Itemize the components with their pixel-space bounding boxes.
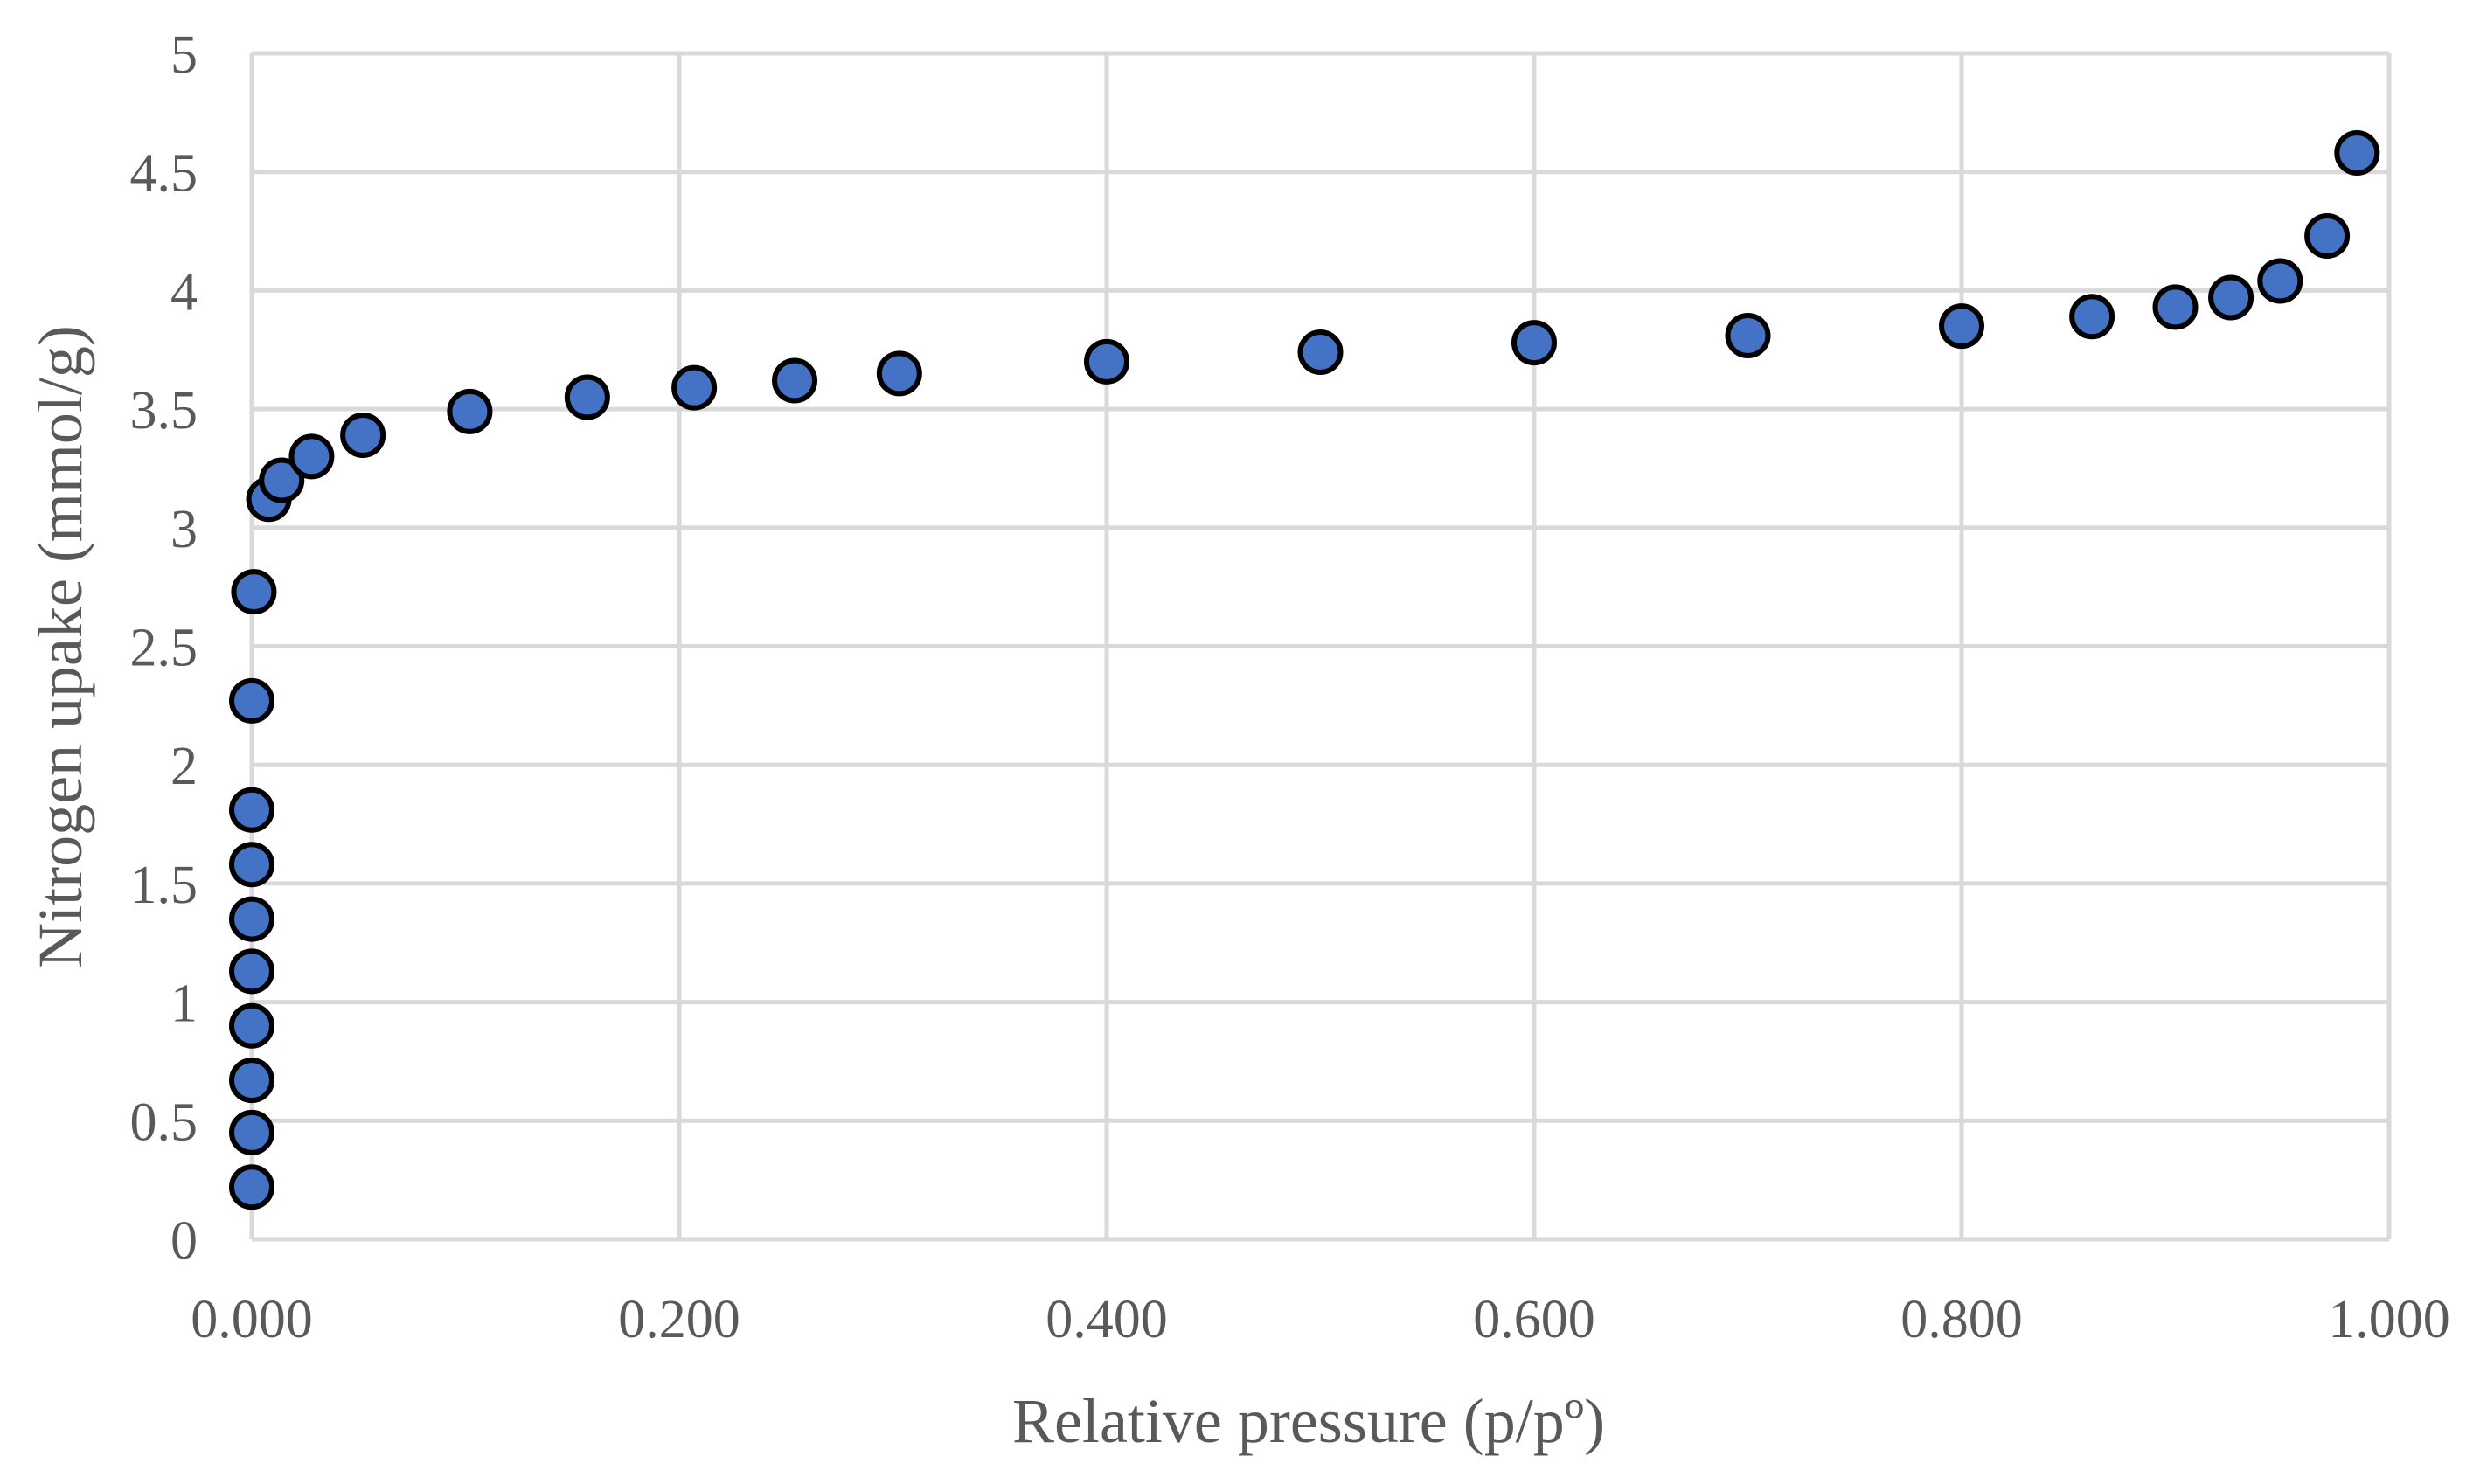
data-point [1511, 320, 1557, 366]
y-tick-label: 3 [170, 500, 198, 559]
x-tick-label: 0.600 [1473, 1290, 1595, 1349]
x-axis-title: Relative pressure (p/pº) [1012, 1386, 1605, 1456]
x-tick-label: 0.800 [1900, 1290, 2023, 1349]
data-point [229, 1109, 274, 1155]
data-point [229, 677, 274, 724]
x-tick-label: 0.400 [1045, 1290, 1168, 1349]
data-point [259, 457, 305, 503]
data-point [340, 412, 386, 458]
y-tick-label: 2 [170, 737, 198, 796]
data-point [1297, 329, 1344, 375]
y-tick-label: 4.5 [130, 144, 198, 204]
data-point [2334, 129, 2380, 176]
data-point [231, 569, 277, 615]
data-point [288, 433, 335, 480]
y-tick-label: 5 [170, 25, 198, 85]
x-tick-label: 1.000 [2328, 1290, 2450, 1349]
x-tick-label: 0.200 [618, 1290, 740, 1349]
grid-lines [249, 51, 2392, 1242]
data-point [229, 948, 274, 995]
y-tick-label: 4 [170, 262, 198, 322]
x-tick-label: 0.000 [191, 1290, 313, 1349]
y-tick-label: 2.5 [130, 619, 198, 678]
data-point [229, 842, 274, 888]
y-tick-label: 0 [170, 1211, 198, 1271]
data-point [229, 1002, 274, 1049]
data-point [876, 350, 922, 397]
data-point [2069, 294, 2115, 340]
data-point [229, 896, 274, 942]
y-axis-tick-labels: 0 0.5 1 1.5 2 2.5 3 3.5 4 4.5 5 [130, 25, 198, 1271]
data-point [229, 1164, 274, 1210]
data-point [2257, 258, 2303, 304]
y-axis-title: Nitrogen upake (mmol/g) [25, 325, 95, 968]
data-point [671, 364, 718, 411]
x-axis-tick-labels: 0.000 0.200 0.400 0.600 0.800 1.000 [191, 1290, 2450, 1349]
data-point [1939, 303, 1984, 350]
y-tick-label: 1 [170, 974, 198, 1034]
y-tick-label: 0.5 [130, 1092, 198, 1152]
data-points [229, 129, 2380, 1210]
data-point [564, 374, 610, 420]
y-tick-label: 3.5 [130, 381, 198, 440]
data-point [229, 1058, 274, 1104]
data-point [2304, 212, 2351, 259]
data-point [229, 787, 274, 833]
data-point [772, 357, 818, 404]
data-point [1084, 338, 1129, 385]
data-point [2152, 284, 2199, 330]
y-tick-label: 1.5 [130, 856, 198, 915]
data-point [447, 388, 493, 434]
data-point [2208, 274, 2254, 321]
data-point [1725, 312, 1771, 358]
